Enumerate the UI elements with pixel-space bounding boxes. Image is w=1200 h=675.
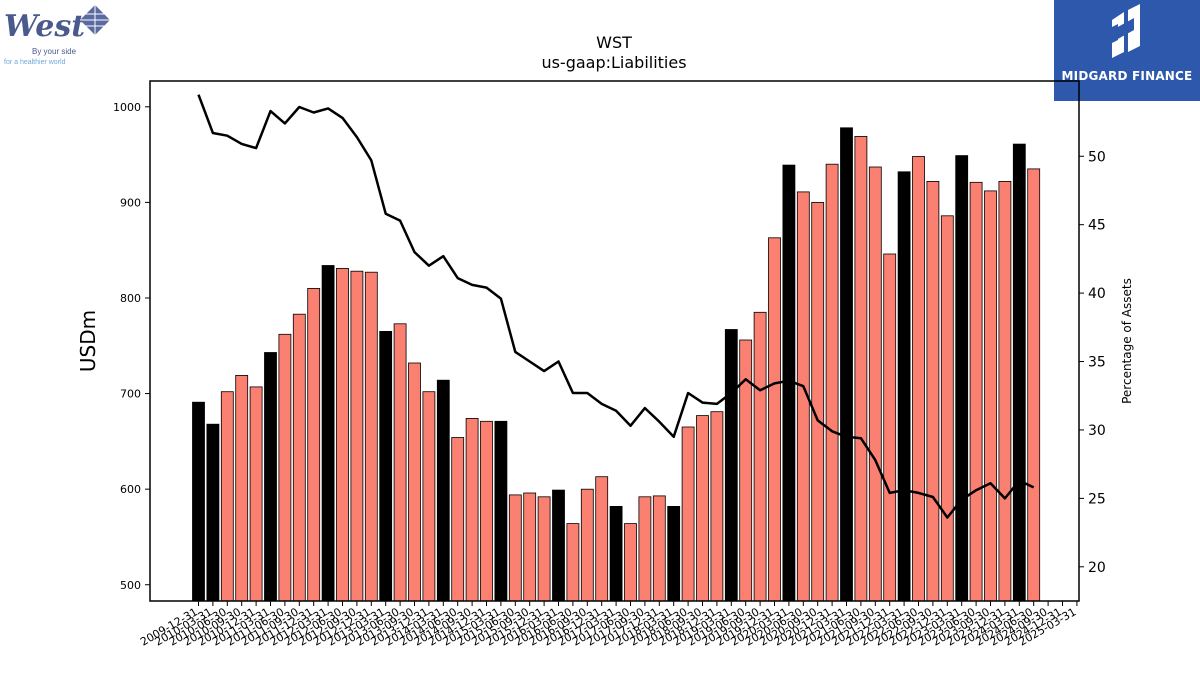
- bar: [868, 166, 882, 602]
- bar: [436, 379, 450, 602]
- bar: [422, 391, 436, 602]
- bar: [206, 423, 220, 602]
- bar: [350, 270, 364, 602]
- bar: [537, 496, 551, 602]
- bar: [321, 265, 335, 602]
- bar: [192, 401, 205, 602]
- bar-series: [192, 127, 1041, 602]
- y2-tick-label: 50: [1088, 149, 1106, 165]
- y2-tick-label: 30: [1088, 423, 1106, 439]
- bar: [652, 495, 666, 602]
- y-tick-label: 600: [120, 483, 141, 496]
- west-logo-graphic: West By your side for a healthier world: [4, 5, 110, 66]
- bar: [768, 237, 781, 602]
- bar: [840, 127, 853, 602]
- bar: [926, 180, 940, 602]
- bar: [854, 135, 868, 602]
- y-tick-label: 700: [120, 388, 141, 401]
- bar: [307, 287, 321, 602]
- plot-frame: [149, 80, 1080, 602]
- bar: [969, 181, 983, 602]
- bar: [523, 492, 537, 602]
- bar: [624, 523, 637, 602]
- west-logo-wordmark: West: [4, 9, 85, 44]
- bar: [292, 313, 306, 602]
- bar: [336, 267, 349, 602]
- midgard-emblem-icon: [1106, 4, 1140, 58]
- bar: [393, 323, 407, 602]
- y-tick-label: 1000: [113, 101, 141, 114]
- west-tagline-1: By your side: [32, 47, 77, 56]
- bar: [940, 215, 954, 602]
- y-tick-label: 900: [120, 196, 141, 209]
- y-tick-label: 800: [120, 292, 141, 305]
- bar: [364, 271, 378, 602]
- y-axis-left: 500 600 700 800 900 1000: [113, 101, 150, 592]
- bar: [638, 496, 652, 602]
- west-logo: West By your side for a healthier world: [0, 0, 120, 70]
- bar: [249, 386, 263, 602]
- chart-title: WST: [596, 33, 632, 52]
- bar: [494, 420, 508, 602]
- y2-tick-label: 20: [1088, 560, 1106, 576]
- bar: [710, 411, 724, 602]
- x-axis: 2009-12-312010-03-312010-06-302010-09-30…: [138, 601, 1078, 649]
- west-tagline-2: for a healthier world: [4, 59, 66, 66]
- bar: [609, 505, 623, 602]
- y2-axis-label: Percentage of Assets: [1120, 278, 1134, 404]
- bar: [595, 476, 609, 602]
- bar: [696, 415, 709, 602]
- bar: [408, 362, 421, 602]
- bar: [825, 163, 839, 602]
- bar: [379, 330, 393, 602]
- bar: [681, 426, 695, 602]
- line-series: [197, 94, 1035, 519]
- bar: [811, 201, 825, 602]
- bar: [897, 171, 911, 602]
- bar: [220, 391, 234, 602]
- bar: [235, 374, 249, 602]
- bar: [955, 155, 969, 602]
- y-axis-right: 20 25 30 35 40 45 50: [1079, 149, 1106, 576]
- y2-tick-label: 35: [1088, 355, 1106, 371]
- bar: [580, 488, 594, 602]
- y2-tick-label: 45: [1088, 218, 1106, 234]
- bar: [278, 333, 292, 602]
- bar: [912, 156, 925, 602]
- bar: [508, 494, 522, 602]
- bar: [264, 352, 277, 602]
- y2-tick-label: 25: [1088, 491, 1106, 507]
- midgard-wordmark: MIDGARD FINANCE: [1061, 69, 1193, 83]
- bar: [1027, 168, 1041, 602]
- bar: [724, 329, 738, 602]
- bar: [984, 190, 997, 602]
- bar: [552, 489, 565, 602]
- bar: [883, 253, 897, 602]
- bar: [1012, 143, 1026, 602]
- bar: [998, 180, 1012, 602]
- percentage-line: [197, 94, 1035, 519]
- chart-subtitle: us-gaap:Liabilities: [541, 53, 686, 72]
- bar: [480, 420, 493, 602]
- bar: [465, 417, 479, 602]
- west-diamond-icon: [80, 5, 110, 35]
- bar: [753, 311, 767, 602]
- bar: [566, 523, 580, 602]
- bar: [667, 505, 681, 602]
- y-axis-label: USDm: [76, 310, 100, 372]
- y2-tick-label: 40: [1088, 286, 1106, 302]
- bar: [451, 437, 465, 602]
- y-tick-label: 500: [120, 579, 141, 592]
